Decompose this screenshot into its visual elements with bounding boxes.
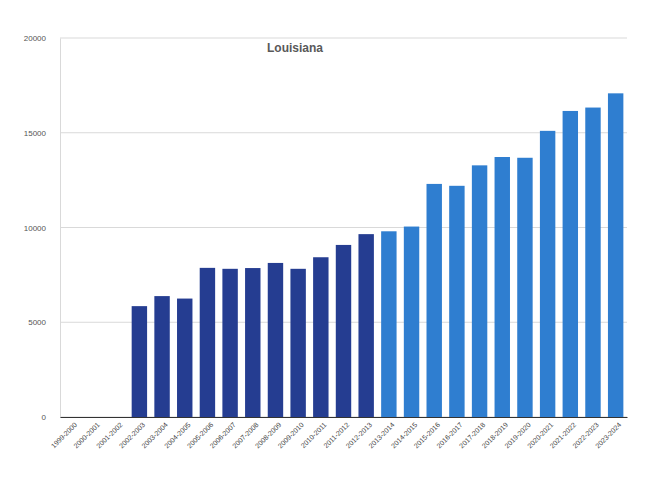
bar — [222, 269, 237, 417]
y-tick: 0 — [42, 413, 60, 422]
x-tick: 2023-2024 — [594, 417, 623, 450]
y-tick-label: 5000 — [28, 318, 46, 327]
y-tick: 20000 — [24, 34, 60, 43]
bar — [268, 263, 283, 417]
bar — [132, 306, 147, 417]
bar — [495, 157, 510, 417]
bar — [585, 108, 600, 417]
bar — [517, 158, 532, 417]
bar — [472, 165, 487, 417]
y-tick-label: 20000 — [24, 34, 47, 43]
bar — [427, 184, 442, 417]
grid — [60, 38, 627, 417]
bar — [290, 269, 305, 417]
y-tick: 5000 — [28, 318, 60, 327]
bar — [608, 93, 623, 417]
y-tick: 15000 — [24, 129, 60, 138]
bar — [336, 245, 351, 417]
grid-line — [60, 38, 627, 39]
bar — [381, 231, 396, 417]
bar — [563, 111, 578, 417]
bar — [449, 186, 464, 417]
bar — [358, 234, 373, 417]
x-tick-label: 2023-2024 — [594, 421, 623, 450]
plot: 0 5000 10000 15000 20000 1999-20002000-200120… — [24, 34, 628, 450]
bar — [404, 227, 419, 417]
bar — [245, 268, 260, 417]
title: Louisiana — [267, 41, 323, 55]
bar — [540, 131, 555, 417]
bar — [200, 268, 215, 417]
bar — [177, 299, 192, 417]
y-tick: 10000 — [24, 224, 60, 233]
chart: 0 5000 10000 15000 20000 1999-20002000-200120… — [0, 0, 659, 483]
y-axis: 0 5000 10000 15000 20000 — [24, 34, 61, 422]
y-tick-label: 0 — [42, 413, 47, 422]
bar — [154, 296, 169, 417]
bars — [132, 93, 624, 417]
x-axis: 1999-20002000-20012001-20022002-20032003… — [50, 417, 628, 450]
y-axis-line — [60, 39, 61, 418]
y-tick-label: 15000 — [24, 129, 47, 138]
bar — [313, 257, 328, 417]
x-axis-line — [61, 417, 628, 418]
y-tick-label: 10000 — [24, 224, 47, 233]
